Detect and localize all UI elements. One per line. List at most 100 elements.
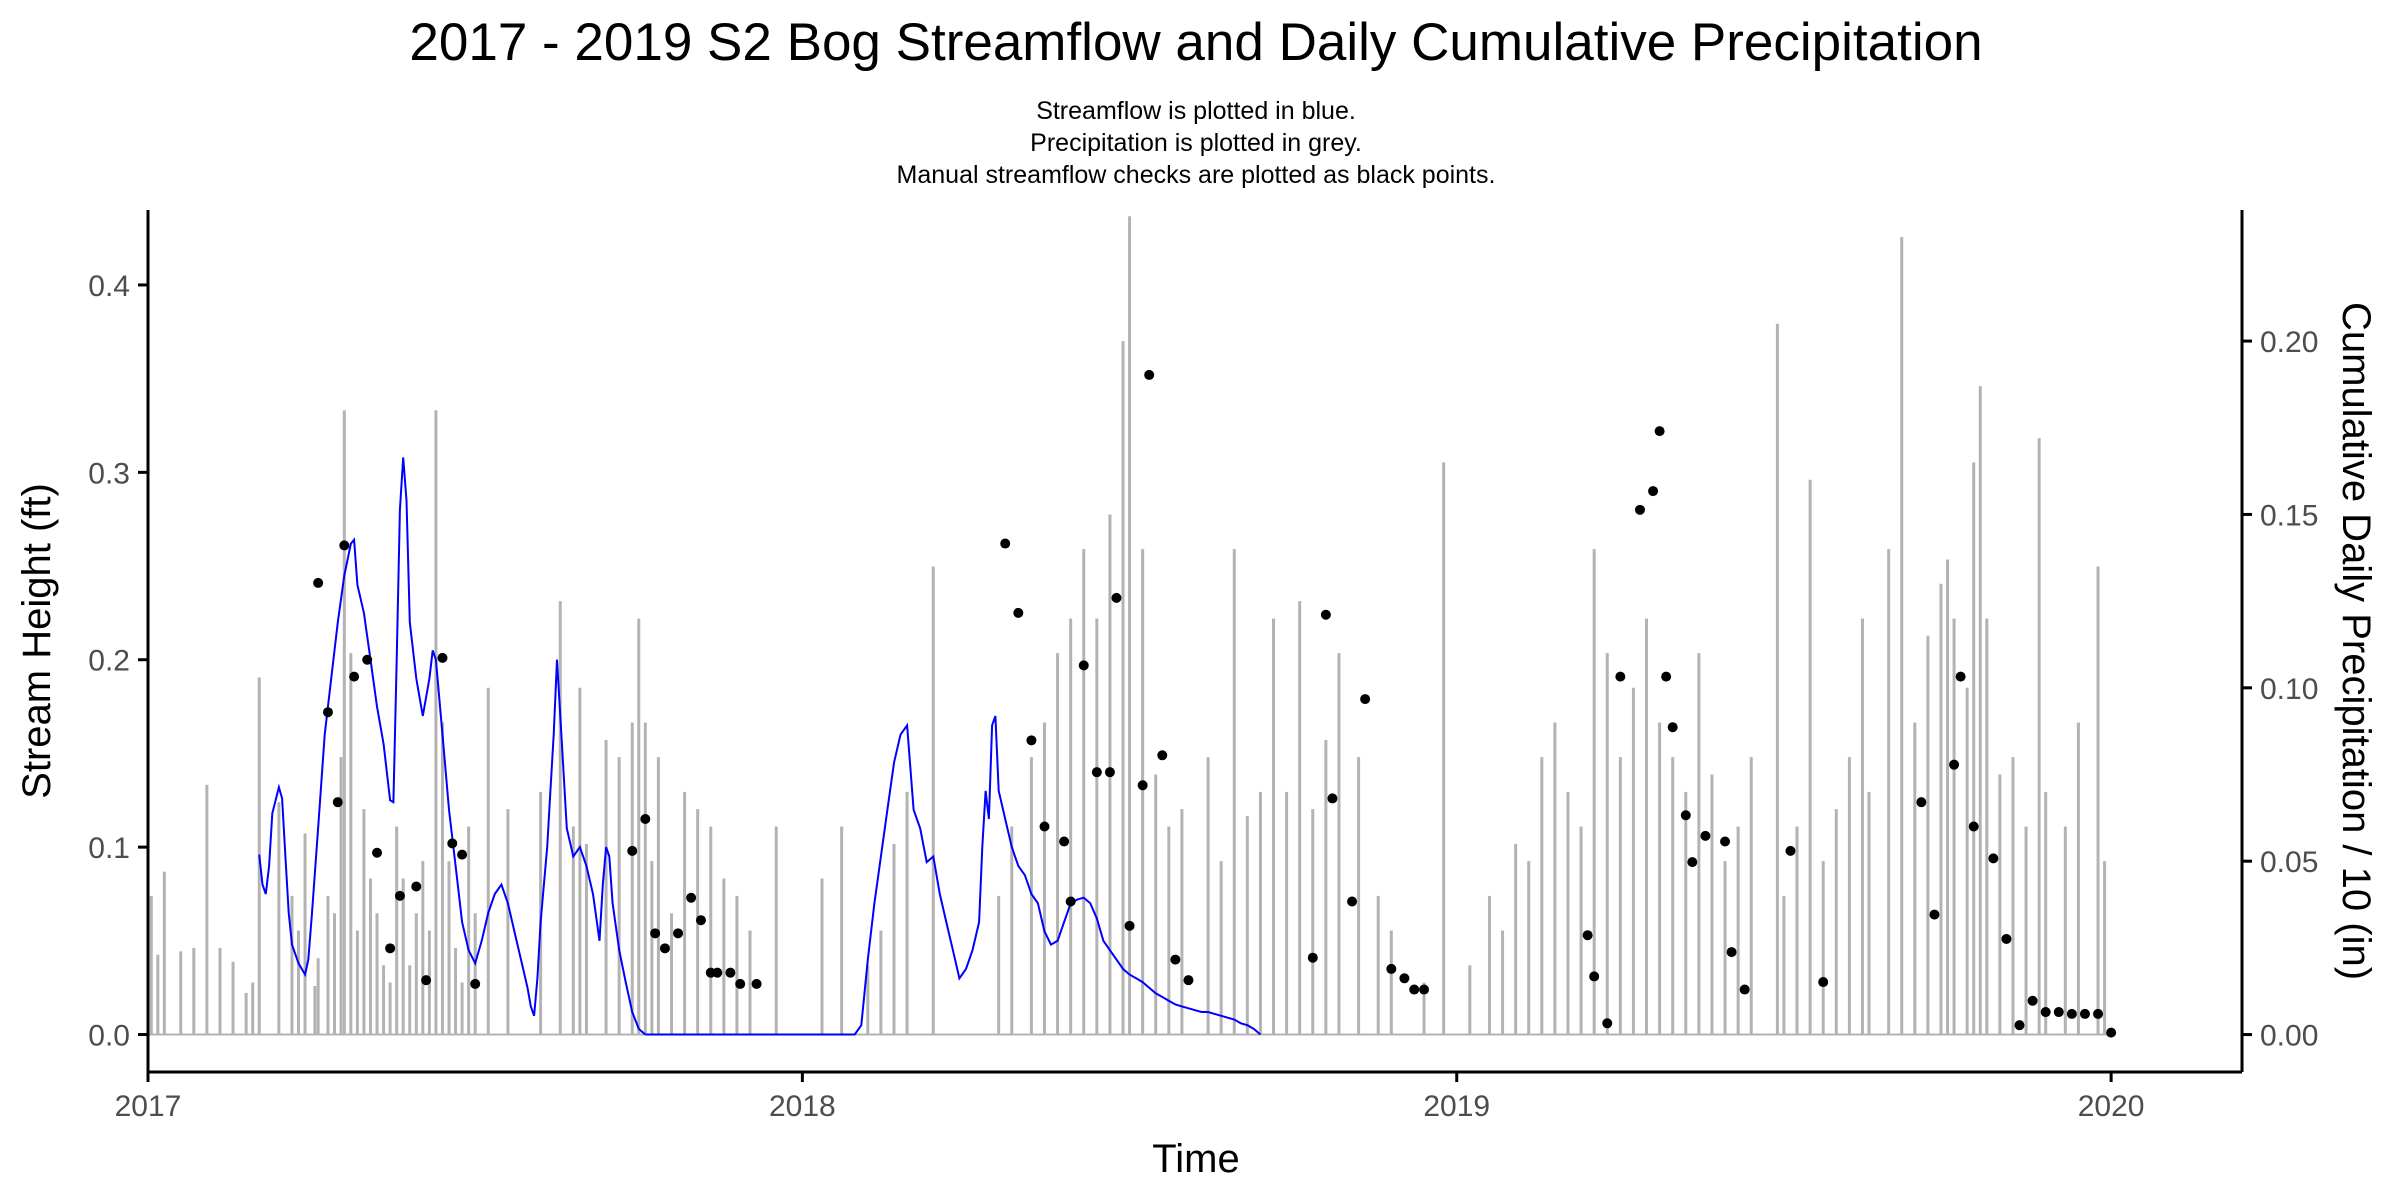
manual-check-point-38 <box>1137 780 1148 791</box>
manual-check-point-60 <box>1667 722 1678 733</box>
x-tick-label-3: 2020 <box>2078 1090 2145 1123</box>
manual-check-point-68 <box>1818 977 1829 988</box>
manual-check-point-36 <box>1111 592 1122 603</box>
manual-check-point-5 <box>362 654 373 665</box>
manual-check-point-28 <box>1013 607 1024 618</box>
manual-check-point-17 <box>650 928 661 939</box>
manual-check-point-82 <box>2093 1008 2104 1019</box>
manual-check-points <box>313 369 2117 1038</box>
manual-check-point-56 <box>1634 504 1645 515</box>
y-right-ticks: 0.00 0.05 0.10 0.15 0.20 <box>2242 326 2318 1053</box>
streamflow-segment-1 <box>645 715 1262 1036</box>
manual-check-point-46 <box>1347 896 1358 907</box>
x-tick-label-1: 2018 <box>769 1090 836 1123</box>
manual-check-point-24 <box>725 967 736 978</box>
manual-check-point-33 <box>1078 660 1089 671</box>
manual-check-point-71 <box>1949 759 1960 770</box>
manual-check-point-39 <box>1144 369 1155 380</box>
manual-check-point-43 <box>1307 952 1318 963</box>
chart-subtitle-line-3: Manual streamflow checks are plotted as … <box>897 161 1496 189</box>
manual-check-point-57 <box>1648 486 1659 497</box>
manual-check-point-42 <box>1183 975 1194 986</box>
manual-check-point-83 <box>2106 1027 2117 1038</box>
manual-check-point-29 <box>1026 735 1037 746</box>
manual-check-point-13 <box>457 849 468 860</box>
manual-check-point-23 <box>712 967 723 978</box>
manual-check-point-3 <box>339 540 350 551</box>
manual-check-point-70 <box>1929 909 1940 920</box>
manual-check-point-0 <box>313 577 324 588</box>
manual-check-point-20 <box>686 892 697 903</box>
manual-check-point-12 <box>447 838 458 849</box>
y2-tick-label-0: 0.00 <box>2260 1020 2318 1053</box>
manual-check-point-64 <box>1720 836 1731 847</box>
manual-check-point-53 <box>1589 971 1600 982</box>
manual-check-point-30 <box>1039 821 1050 832</box>
y-left-ticks: 0.0 0.1 0.2 0.3 0.4 <box>88 270 148 1053</box>
manual-check-point-45 <box>1327 793 1338 804</box>
x-tick-label-0: 2017 <box>115 1090 182 1123</box>
manual-check-point-77 <box>2027 995 2038 1006</box>
y2-tick-label-3: 0.15 <box>2260 499 2318 532</box>
manual-check-point-40 <box>1157 750 1168 761</box>
manual-check-point-65 <box>1726 947 1737 958</box>
manual-check-point-75 <box>2001 933 2012 944</box>
manual-check-point-69 <box>1916 797 1927 808</box>
manual-check-point-8 <box>394 890 405 901</box>
y-tick-label-0: 0.0 <box>88 1020 130 1053</box>
manual-check-point-66 <box>1739 984 1750 995</box>
manual-check-point-25 <box>735 978 746 989</box>
manual-check-point-26 <box>751 978 762 989</box>
manual-check-point-6 <box>372 847 383 858</box>
manual-check-point-73 <box>1968 821 1979 832</box>
manual-check-point-31 <box>1059 836 1070 847</box>
manual-check-point-54 <box>1602 1018 1613 1029</box>
manual-check-point-34 <box>1091 767 1102 778</box>
manual-check-point-19 <box>673 928 684 939</box>
manual-check-point-27 <box>1000 538 1011 549</box>
manual-check-point-32 <box>1065 896 1076 907</box>
manual-check-point-37 <box>1124 920 1135 931</box>
manual-check-point-80 <box>2066 1008 2077 1019</box>
chart-title: 2017 - 2019 S2 Bog Streamflow and Daily … <box>409 13 1982 72</box>
manual-check-point-7 <box>385 943 396 954</box>
manual-check-point-63 <box>1700 830 1711 841</box>
manual-check-point-15 <box>627 845 638 856</box>
x-ticks: 2017 2018 2019 2020 <box>115 1072 2145 1123</box>
manual-check-point-48 <box>1386 963 1397 974</box>
manual-check-point-79 <box>2053 1007 2064 1018</box>
chart-subtitle-line-2: Precipitation is plotted in grey. <box>1030 129 1362 157</box>
manual-check-point-9 <box>411 881 422 892</box>
manual-check-point-78 <box>2040 1007 2051 1018</box>
manual-check-point-35 <box>1104 767 1115 778</box>
manual-check-point-4 <box>349 671 360 682</box>
y-tick-label-4: 0.4 <box>88 270 130 303</box>
manual-check-point-76 <box>2014 1020 2025 1031</box>
manual-check-point-81 <box>2079 1008 2090 1019</box>
y2-axis-label: Cumulative Daily Precipitation / 10 (in) <box>2334 302 2378 980</box>
manual-check-point-62 <box>1687 857 1698 868</box>
manual-check-point-50 <box>1409 984 1420 995</box>
manual-check-point-41 <box>1170 954 1181 965</box>
manual-check-point-44 <box>1320 609 1331 620</box>
manual-check-point-55 <box>1615 671 1626 682</box>
streamflow-segment-0 <box>258 457 646 1036</box>
manual-check-point-16 <box>640 814 651 825</box>
manual-check-point-61 <box>1680 810 1691 821</box>
manual-check-point-14 <box>470 978 481 989</box>
y-axis-label: Stream Height (ft) <box>15 483 59 799</box>
manual-check-point-51 <box>1419 984 1430 995</box>
y-tick-label-3: 0.3 <box>88 457 130 490</box>
manual-check-point-59 <box>1661 671 1672 682</box>
manual-check-point-52 <box>1582 930 1593 941</box>
manual-check-point-49 <box>1399 973 1410 984</box>
manual-check-point-1 <box>322 707 333 718</box>
manual-check-point-74 <box>1988 853 1999 864</box>
manual-check-point-67 <box>1785 845 1796 856</box>
y2-tick-label-4: 0.20 <box>2260 326 2318 359</box>
x-tick-label-2: 2019 <box>1423 1090 1490 1123</box>
y-tick-label-2: 0.2 <box>88 645 130 678</box>
manual-check-point-18 <box>659 943 670 954</box>
y-tick-label-1: 0.1 <box>88 832 130 865</box>
